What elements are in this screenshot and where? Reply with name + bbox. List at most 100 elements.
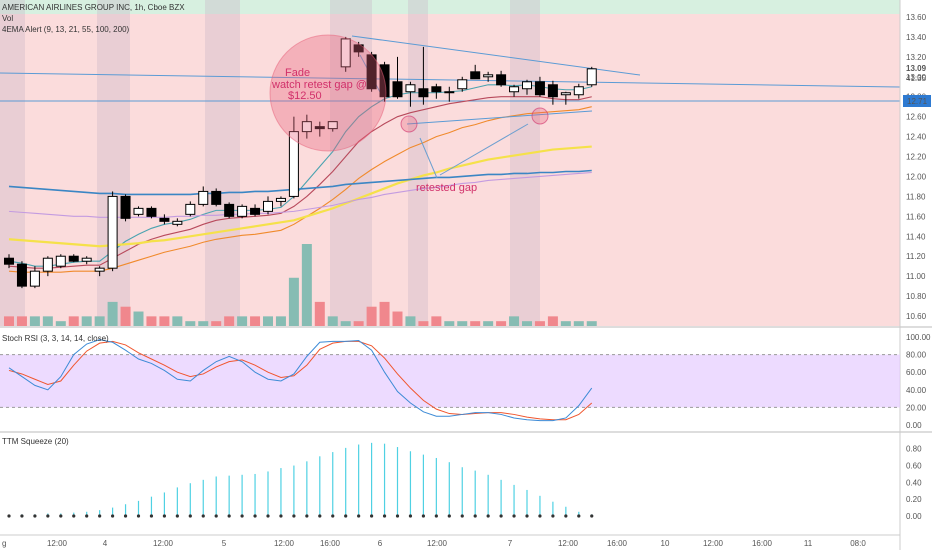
time-tick: 12:00 bbox=[274, 539, 295, 548]
ttm-dot bbox=[227, 514, 231, 518]
time-tick: 08:0 bbox=[850, 539, 866, 548]
volume-bar bbox=[68, 316, 79, 326]
volume-bar bbox=[327, 316, 338, 326]
volume-bar bbox=[560, 321, 571, 326]
candle bbox=[133, 207, 144, 215]
ttm-dot bbox=[512, 514, 516, 518]
gap-circle-2 bbox=[531, 107, 549, 125]
ttm-dot bbox=[344, 514, 348, 518]
ttm-dot bbox=[357, 514, 361, 518]
ttm-dot bbox=[590, 514, 594, 518]
ema-yellow-line bbox=[8, 145, 592, 248]
fade-circle bbox=[269, 34, 387, 152]
annotation-circles bbox=[269, 34, 549, 152]
volume-bar bbox=[16, 316, 27, 326]
stoch-tick: 80.00 bbox=[906, 351, 927, 360]
stoch-d-line bbox=[8, 340, 593, 421]
candle bbox=[405, 84, 416, 93]
volume-bar bbox=[159, 316, 170, 326]
time-tick: 12:00 bbox=[153, 539, 174, 548]
volume-bar bbox=[418, 321, 429, 326]
horizontal-lines bbox=[0, 72, 901, 102]
candle bbox=[263, 200, 273, 212]
ttm-tick: 0.80 bbox=[906, 445, 922, 454]
bg-session-stripe bbox=[97, 0, 130, 326]
candle bbox=[81, 257, 92, 262]
ema-blue-line bbox=[8, 169, 592, 196]
lower-trendline[interactable] bbox=[406, 110, 593, 125]
hline-price-label: 12.71 bbox=[907, 97, 928, 106]
candle bbox=[288, 131, 299, 197]
volume-bar bbox=[314, 301, 325, 326]
ttm-tick: 0.40 bbox=[906, 478, 922, 487]
ttm-dot bbox=[162, 514, 166, 518]
stoch-label: Stoch RSI (3, 3, 14, 14, close) bbox=[2, 334, 109, 343]
candle bbox=[55, 255, 66, 267]
ttm-label: TTM Squeeze (20) bbox=[2, 437, 69, 446]
candle bbox=[16, 263, 27, 287]
volume-bar bbox=[172, 316, 183, 326]
candle bbox=[340, 38, 351, 68]
time-tick: g bbox=[2, 539, 6, 548]
volume-bar bbox=[547, 316, 558, 326]
price-tick: 12.60 bbox=[906, 113, 927, 122]
legend: AMERICAN AIRLINES GROUP INC, 1h, Cboe BZ… bbox=[2, 3, 185, 446]
bg-red bbox=[0, 0, 900, 326]
support-line bbox=[0, 72, 901, 88]
candle bbox=[560, 92, 571, 96]
gap-circle-1 bbox=[400, 115, 418, 133]
bg-session-stripe bbox=[330, 0, 372, 326]
candle bbox=[327, 121, 338, 130]
price-tick: 11.00 bbox=[906, 272, 926, 281]
time-tick: 12:00 bbox=[558, 539, 579, 548]
ttm-dot bbox=[85, 514, 89, 518]
retested-label: retested gap bbox=[416, 182, 477, 194]
price-tick: 13.60 bbox=[906, 13, 927, 22]
bg-session-stripe bbox=[205, 0, 240, 326]
volume-bar bbox=[55, 321, 66, 326]
candle bbox=[172, 220, 183, 225]
time-axis[interactable]: g 12:00 4 12:00 5 12:00 16:00 6 12:00 7 12:00 16:00… bbox=[2, 539, 866, 548]
candle bbox=[509, 86, 520, 93]
ttm-dot bbox=[486, 514, 490, 518]
candle bbox=[237, 205, 248, 217]
ttm-squeeze-panel: 0.80 0.60 0.40 0.20 0.00 bbox=[7, 442, 922, 521]
price-axis[interactable]: 13.6013.4013.2013.0012.8012.6012.4012.20… bbox=[903, 13, 931, 321]
volume-bar bbox=[444, 321, 455, 326]
price-tick: 11.80 bbox=[906, 192, 926, 201]
time-tick: 12:00 bbox=[47, 539, 68, 548]
ttm-dot bbox=[382, 514, 387, 518]
price-tick: 13.20 bbox=[906, 53, 927, 62]
time-tick: 16:00 bbox=[607, 539, 628, 548]
ttm-dot bbox=[408, 514, 413, 518]
volume-bar bbox=[457, 321, 468, 326]
volume-bar bbox=[483, 321, 494, 326]
volume-bar bbox=[250, 316, 261, 326]
volume-bar bbox=[509, 316, 520, 326]
candle bbox=[483, 74, 494, 78]
ttm-dot bbox=[253, 514, 257, 518]
ttm-dot bbox=[123, 514, 128, 518]
volume-bar bbox=[133, 311, 144, 326]
candle bbox=[534, 81, 545, 96]
volume-bar bbox=[81, 316, 92, 326]
ttm-dot bbox=[279, 514, 283, 518]
volume-bar bbox=[392, 311, 403, 326]
ttm-dot bbox=[136, 514, 141, 518]
ttm-dot bbox=[460, 514, 464, 518]
annotation-text: Fade watch retest gap @ $12.50 retested … bbox=[271, 67, 477, 194]
ttm-dot bbox=[292, 514, 296, 518]
candle bbox=[120, 195, 131, 219]
ttm-dot bbox=[370, 514, 374, 518]
candle bbox=[392, 81, 403, 98]
volume-bar bbox=[366, 306, 377, 326]
stoch-k-line bbox=[8, 339, 593, 422]
ttm-dot bbox=[188, 514, 192, 518]
candle bbox=[250, 207, 261, 215]
price-tick: 12.40 bbox=[906, 133, 927, 142]
bg-session-stripe bbox=[408, 0, 428, 326]
ttm-dot bbox=[149, 514, 154, 518]
stoch-band bbox=[0, 354, 900, 408]
ttm-tick: 0.20 bbox=[906, 495, 922, 504]
